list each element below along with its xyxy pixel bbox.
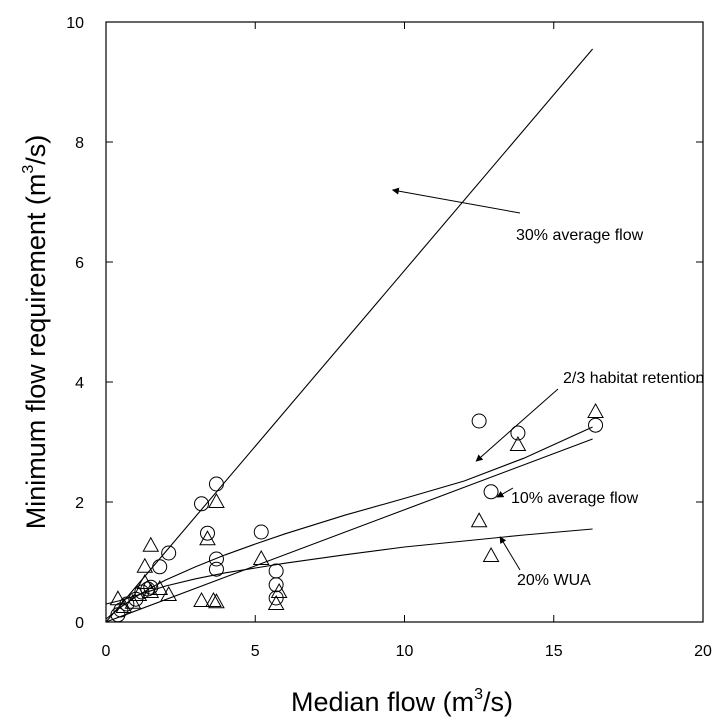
triangle-point xyxy=(160,585,178,601)
annotations: 30% average flow 2/3 habitat retention 10%… xyxy=(391,187,704,589)
triangle-point xyxy=(208,593,225,609)
circle-point xyxy=(268,577,284,593)
triangle-point xyxy=(252,549,270,565)
fit-line xyxy=(105,438,593,623)
triangle-point xyxy=(130,585,148,601)
x-tick-label: 5 xyxy=(251,643,260,660)
triangle-point xyxy=(267,594,285,610)
x-tick-label: 20 xyxy=(694,643,712,660)
circle-point xyxy=(199,525,215,541)
triangle-point xyxy=(115,597,133,613)
triangle-point xyxy=(151,579,169,595)
triangle-point xyxy=(208,492,225,508)
triangle-point xyxy=(470,512,488,528)
fit-line xyxy=(105,426,593,620)
triangle-point xyxy=(587,402,604,418)
y-tick-label: 8 xyxy=(75,135,84,152)
annotation-arrow xyxy=(496,487,514,498)
circle-point xyxy=(194,496,210,512)
circle-point xyxy=(119,596,135,612)
circle-point xyxy=(110,607,126,623)
annotation-label: 10% average flow xyxy=(511,490,639,507)
circle-point xyxy=(152,559,168,575)
circle-point xyxy=(113,602,129,618)
x-axis-title: Median flow (m3/s) xyxy=(291,686,513,717)
axis-ticks: 0 5 10 15 20 0 2 4 6 8 10 xyxy=(66,15,712,660)
triangle-point xyxy=(205,591,222,607)
plot-frame xyxy=(105,21,704,623)
plot-border xyxy=(105,21,704,623)
fit-line xyxy=(105,48,594,623)
annotation-label: 30% average flow xyxy=(516,227,644,244)
circle-point xyxy=(208,551,224,567)
fit-line xyxy=(105,528,593,605)
triangle-point xyxy=(142,536,160,552)
data-points xyxy=(109,402,604,623)
triangle-point xyxy=(193,591,210,607)
annotation-arrow xyxy=(391,187,521,214)
triangle-point xyxy=(136,573,154,589)
y-tick-label: 6 xyxy=(75,255,84,272)
y-tick-label: 4 xyxy=(75,375,84,392)
circle-point xyxy=(143,579,159,595)
circle-point xyxy=(208,561,224,577)
circle-point xyxy=(471,413,487,429)
circle-point xyxy=(510,425,526,441)
triangle-point xyxy=(124,593,142,609)
triangle-point xyxy=(482,546,500,562)
y-tick-label: 0 xyxy=(75,615,84,632)
triangle-point xyxy=(199,530,216,546)
y-tick-label: 2 xyxy=(75,495,84,512)
annotation-arrow xyxy=(475,388,559,462)
y-axis-title: Minimum flow requirement (m3/s) xyxy=(20,135,51,529)
y-tick-label: 10 xyxy=(66,15,84,32)
circle-point xyxy=(208,476,224,492)
x-tick-label: 10 xyxy=(396,643,414,660)
triangle-point xyxy=(136,557,154,573)
triangle-point xyxy=(270,582,288,598)
triangle-point xyxy=(509,435,527,451)
annotation-label: 20% WUA xyxy=(517,572,591,589)
annotation-label: 2/3 habitat retention xyxy=(563,370,704,387)
triangle-point xyxy=(109,590,127,606)
circle-point xyxy=(588,417,604,433)
circle-point xyxy=(483,484,499,500)
annotation-arrow xyxy=(499,536,521,571)
fit-lines xyxy=(105,48,594,623)
x-tick-label: 0 xyxy=(102,643,111,660)
circle-point xyxy=(253,524,269,540)
circle-point xyxy=(161,545,177,561)
x-tick-label: 15 xyxy=(545,643,563,660)
circle-point xyxy=(268,563,284,579)
